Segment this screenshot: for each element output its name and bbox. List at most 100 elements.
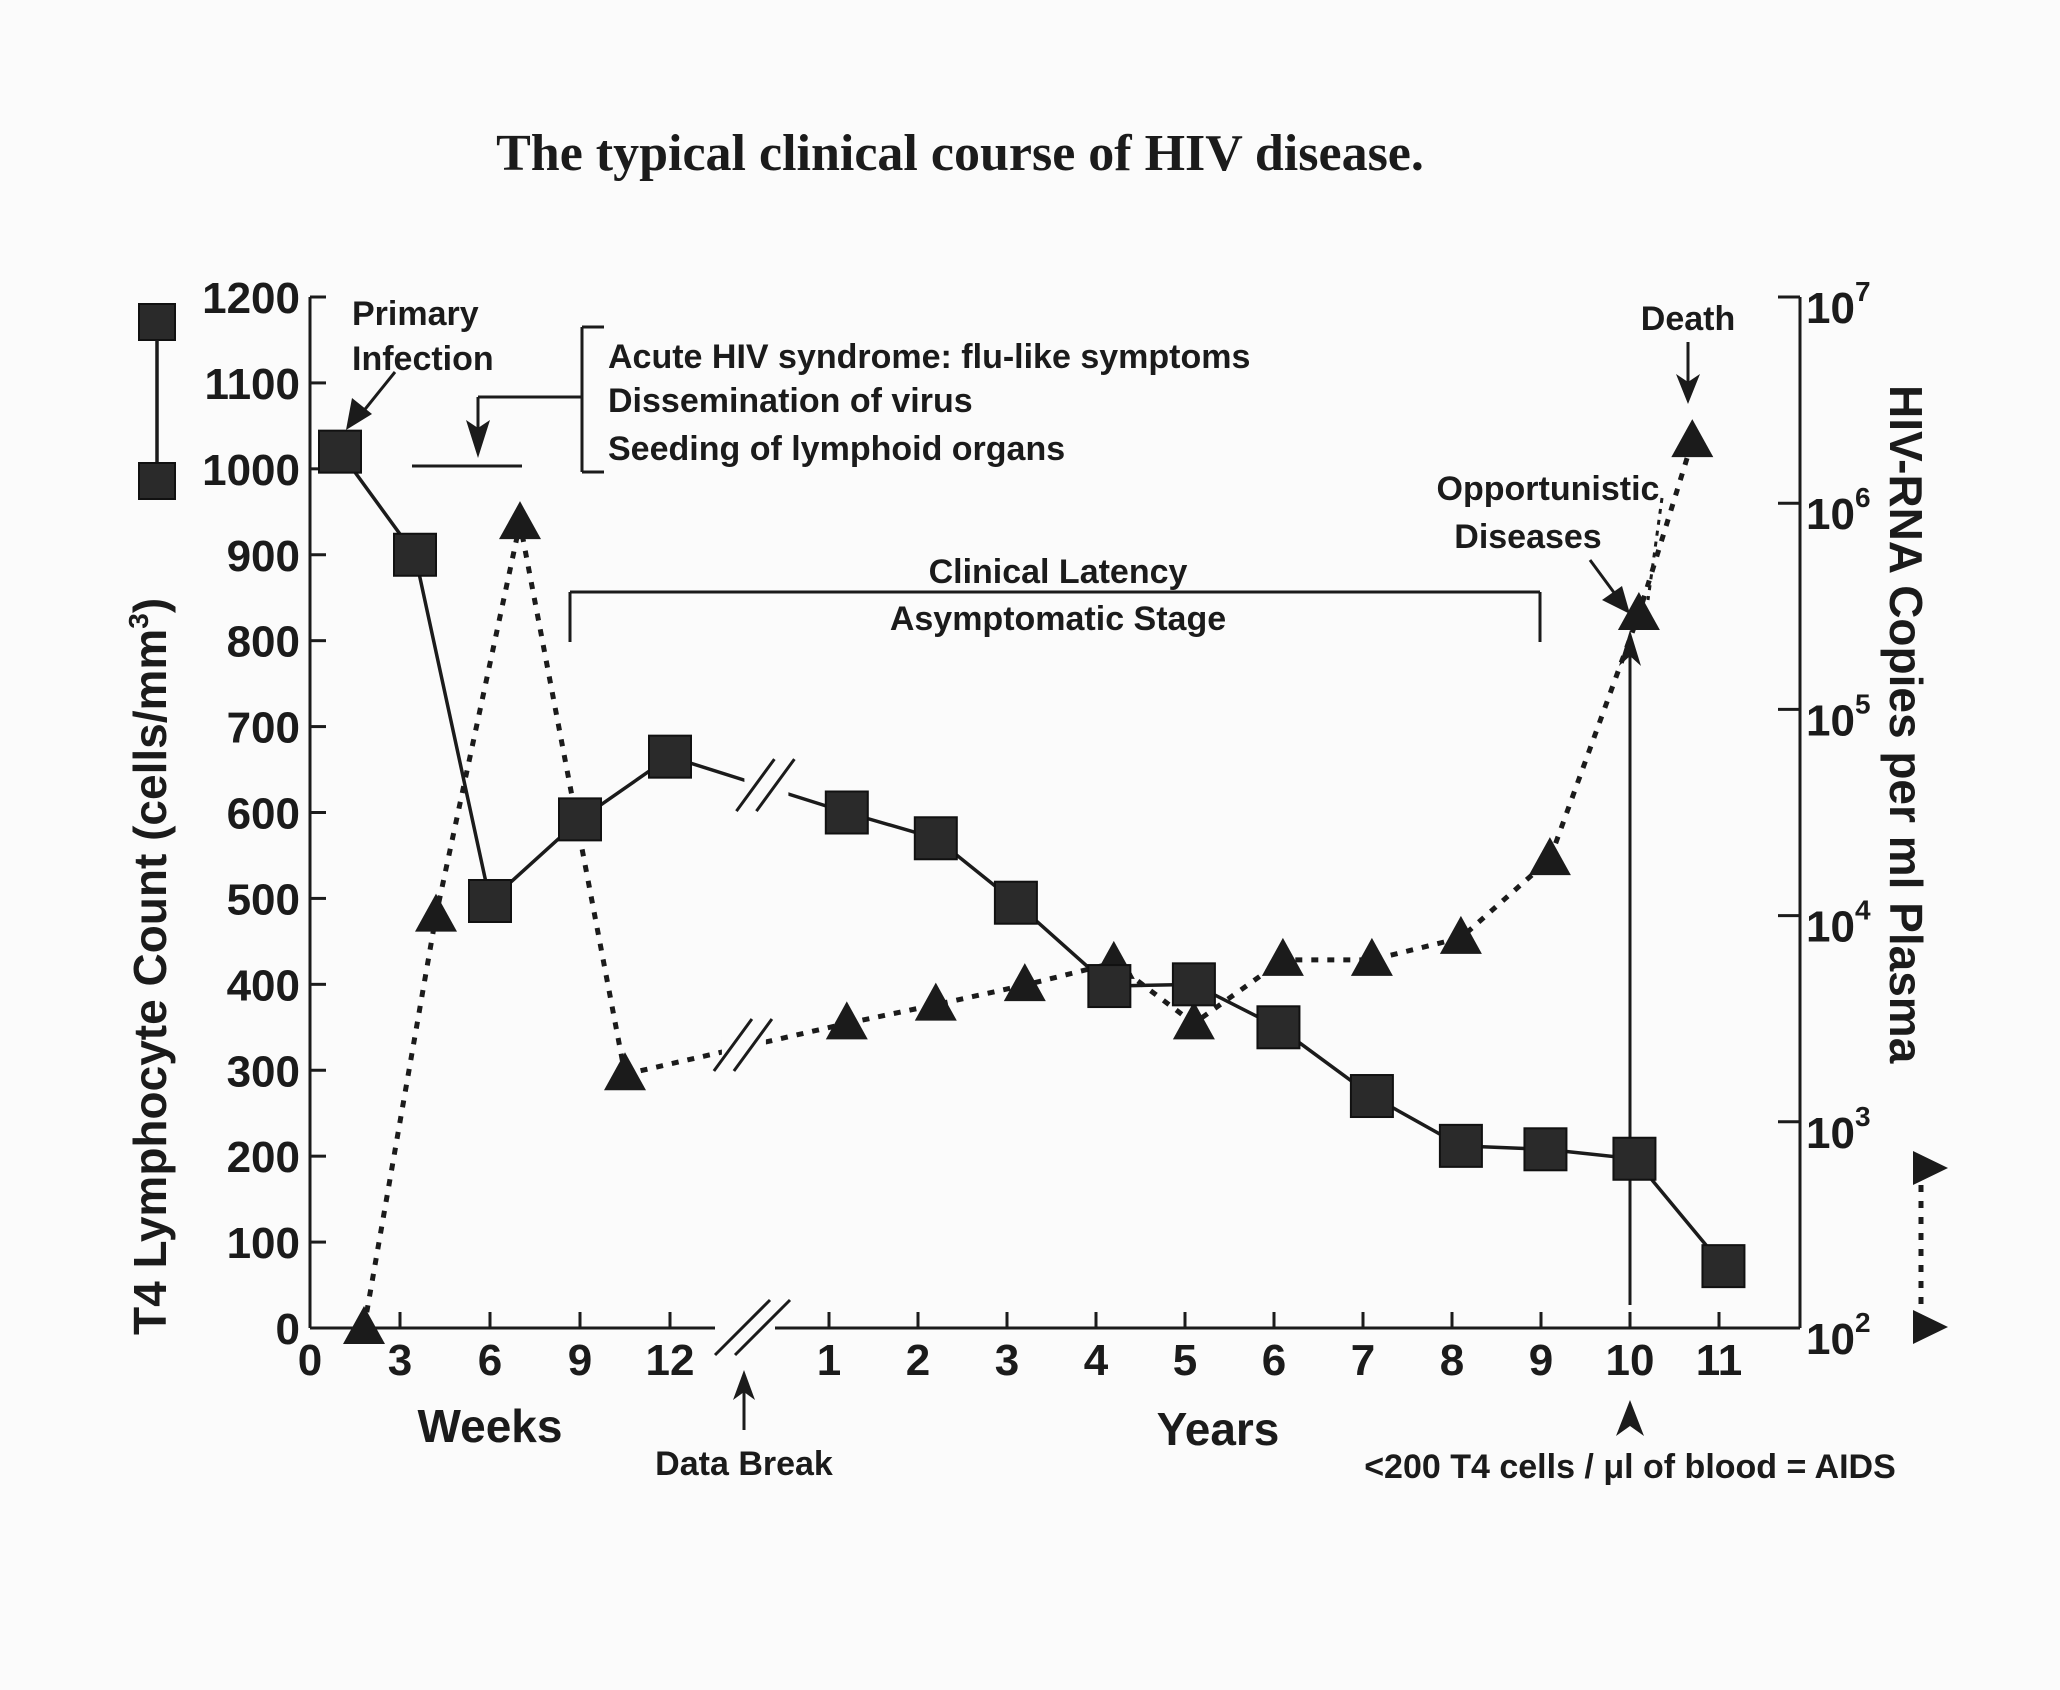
opportunistic-line2: Diseases xyxy=(1454,518,1601,556)
x-break-slash xyxy=(713,1298,772,1357)
series-break-slash xyxy=(735,758,776,812)
left-tick-label: 1100 xyxy=(205,360,300,409)
x-break-slash xyxy=(733,1298,792,1357)
opportunistic-arrow-shaft xyxy=(1588,559,1620,599)
rna-point xyxy=(914,982,957,1021)
left-tick-label: 200 xyxy=(227,1133,300,1182)
rna-point xyxy=(1528,837,1571,876)
x-tick-label-years: 11 xyxy=(1696,1336,1743,1385)
primary-infection-arrow-head xyxy=(346,398,372,430)
right-axis-label: HIV-RNA Copies per ml Plasma xyxy=(1880,385,1932,1064)
x-axis-break: Data Break xyxy=(655,1298,833,1483)
t4-point xyxy=(468,878,512,923)
x-tick-label-years: 2 xyxy=(906,1336,930,1385)
acute-arrow-head xyxy=(466,420,490,458)
t4-point xyxy=(1612,1136,1657,1181)
x-tick-label-years: 10 xyxy=(1606,1336,1655,1385)
acute-line2: Dissemination of virus xyxy=(608,382,973,420)
t4-point xyxy=(648,734,692,779)
t4-point xyxy=(1087,964,1132,1009)
square-marker-legend xyxy=(138,303,176,341)
t4-point xyxy=(1438,1123,1483,1168)
rna-point xyxy=(1671,419,1714,458)
rna-point xyxy=(415,893,457,932)
data-break-arrow-head xyxy=(733,1370,755,1400)
left-y-ticks: 0 100 200 300 400 500 600 700 800 900 1000 1100 1200 xyxy=(202,274,326,1354)
annotation-aids-threshold: <200 T4 cells / μl of blood = AIDS xyxy=(1364,630,1896,1486)
right-tick-label: 103 xyxy=(1806,1101,1871,1158)
right-tick-label: 105 xyxy=(1806,688,1871,745)
rna-point xyxy=(1003,963,1046,1002)
years-label: Years xyxy=(1157,1403,1280,1455)
x-tick-label-years: 9 xyxy=(1529,1336,1553,1385)
rna-point xyxy=(1350,937,1393,976)
x-tick-label-weeks: 9 xyxy=(568,1336,592,1385)
t4-point xyxy=(318,429,362,474)
t4-point xyxy=(824,790,869,835)
x-ticks: 0 3 6 9 12 1 2 3 4 5 6 7 8 9 10 11 xyxy=(298,1312,1743,1385)
rna-point xyxy=(604,1052,646,1091)
left-series-legend xyxy=(138,303,176,500)
x-tick-label-weeks: 12 xyxy=(646,1336,695,1385)
x-tick-label-years: 4 xyxy=(1084,1336,1109,1385)
annotation-opportunistic: Opportunistic Diseases xyxy=(1437,470,1664,614)
data-break-label: Data Break xyxy=(655,1445,833,1483)
rna-point xyxy=(1172,1001,1215,1040)
left-tick-label: 100 xyxy=(227,1219,300,1268)
t4-point xyxy=(393,532,437,577)
right-tick-label: 102 xyxy=(1806,1307,1871,1364)
annotation-death: Death xyxy=(1641,300,1735,404)
t4-point xyxy=(558,797,602,842)
right-series-legend xyxy=(1913,1151,1948,1344)
right-tick-label: 106 xyxy=(1806,482,1871,539)
series-break-slash xyxy=(712,1018,754,1072)
series-line xyxy=(361,522,628,1329)
t4-point xyxy=(1171,962,1216,1007)
series-break-slash xyxy=(755,758,796,812)
rna-point xyxy=(499,501,541,540)
triangle-marker-legend xyxy=(1913,1310,1948,1344)
x-tick-label-years: 8 xyxy=(1440,1336,1464,1385)
weeks-label: Weeks xyxy=(418,1400,563,1452)
t4-point xyxy=(913,816,958,861)
annotation-primary-infection: Primary Infection xyxy=(346,295,494,430)
annotation-clinical-latency: Clinical Latency Asymptomatic Stage xyxy=(568,553,1542,642)
opportunistic-line1: Opportunistic xyxy=(1437,470,1660,508)
rna-point xyxy=(1439,915,1482,954)
annotation-acute-syndrome: Acute HIV syndrome: flu-like symptoms Di… xyxy=(412,325,1250,474)
square-marker-legend xyxy=(138,462,176,500)
hiv-rna-series xyxy=(343,419,1714,1344)
x-tick-label-weeks: 6 xyxy=(478,1336,502,1385)
x-tick-label-years: 1 xyxy=(817,1336,841,1385)
x-tick-label-years: 7 xyxy=(1351,1336,1375,1385)
left-tick-label: 1000 xyxy=(202,446,300,495)
rna-point xyxy=(1617,592,1660,631)
rna-point xyxy=(343,1306,385,1344)
left-tick-label: 900 xyxy=(227,532,300,581)
death-label: Death xyxy=(1641,300,1735,338)
series-line xyxy=(338,450,672,905)
rna-point xyxy=(1261,937,1304,976)
triangle-marker-legend xyxy=(1913,1151,1948,1185)
series-break-slash xyxy=(732,1018,774,1072)
primary-infection-line2: Infection xyxy=(352,340,494,378)
left-tick-label: 0 xyxy=(276,1305,300,1354)
x-tick-label-weeks: 0 xyxy=(298,1336,322,1385)
t4-point xyxy=(993,880,1038,925)
t4-point xyxy=(1523,1127,1568,1172)
x-tick-label-years: 6 xyxy=(1262,1336,1286,1385)
left-tick-label: 1200 xyxy=(202,274,300,323)
t4-point xyxy=(1349,1074,1394,1119)
left-tick-label: 800 xyxy=(227,618,300,667)
death-arrow-head xyxy=(1676,374,1700,404)
latency-line1: Clinical Latency xyxy=(929,553,1188,591)
acute-line1: Acute HIV syndrome: flu-like symptoms xyxy=(608,338,1250,376)
x-tick-label-weeks: 3 xyxy=(388,1336,412,1385)
x-tick-label-years: 3 xyxy=(995,1336,1019,1385)
left-tick-label: 700 xyxy=(227,704,300,753)
aids-threshold-label: <200 T4 cells / μl of blood = AIDS xyxy=(1364,1448,1896,1486)
right-y-ticks: 102 103 104 105 106 107 xyxy=(1778,276,1871,1364)
t4-count-series xyxy=(318,429,1746,1289)
opportunistic-arrow-head xyxy=(1602,586,1630,614)
